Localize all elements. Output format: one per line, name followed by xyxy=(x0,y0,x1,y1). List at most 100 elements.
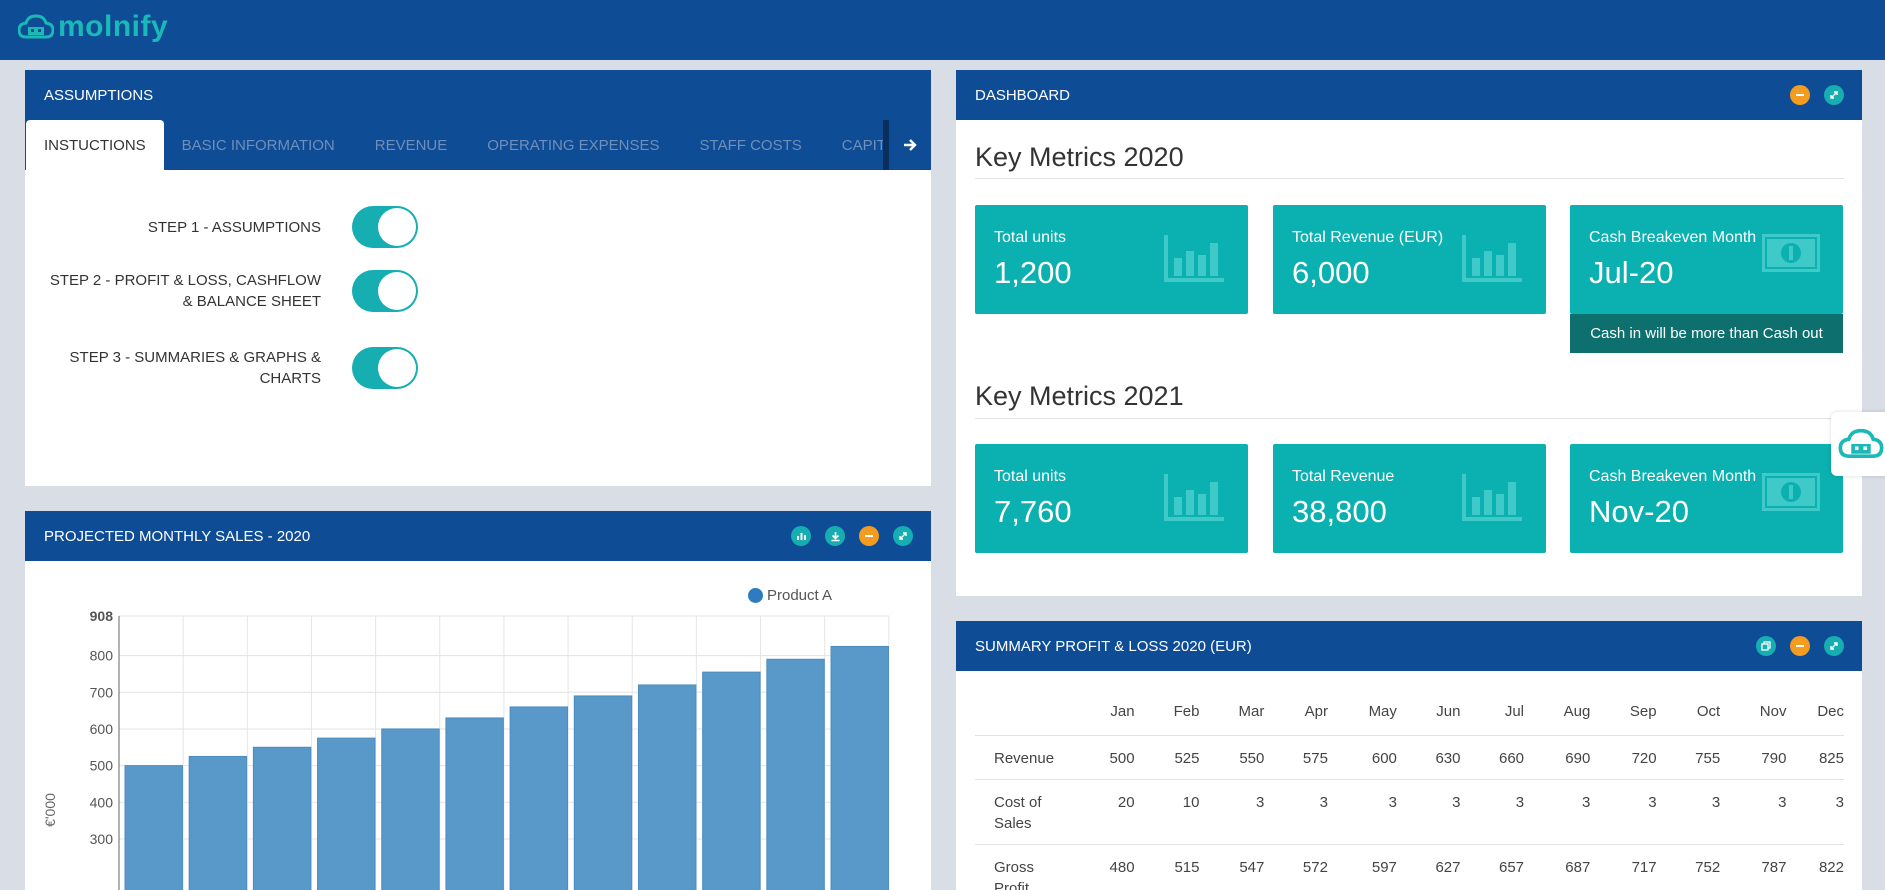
bar-chart-icon xyxy=(1462,235,1522,282)
step-3-label-line2: CHARTS xyxy=(259,370,321,387)
pl-table: Jan Feb Mar Apr May Jun Jul Aug Sep Oct … xyxy=(975,689,1844,890)
minimize-button[interactable] xyxy=(1790,636,1810,656)
tab-label: OPERATING EXPENSES xyxy=(487,136,660,154)
molnify-side-button[interactable] xyxy=(1831,412,1885,476)
table-cell: 575 xyxy=(1278,734,1342,779)
table-cell: 600 xyxy=(1341,734,1411,779)
metric-label: Total units xyxy=(994,468,1067,485)
bar-jan[interactable] xyxy=(124,765,183,890)
copy-button[interactable] xyxy=(1756,636,1776,656)
y-tick-label: 500 xyxy=(90,758,114,774)
table-cell: 3 xyxy=(1213,778,1279,844)
dashboard-controls xyxy=(1790,85,1844,105)
table-cell: 687 xyxy=(1538,843,1605,890)
app-logo[interactable]: molnify xyxy=(18,10,168,44)
bar-may[interactable] xyxy=(381,728,440,890)
row-label: Revenue xyxy=(975,734,1085,779)
table-cell: 717 xyxy=(1604,843,1671,890)
bar-aug[interactable] xyxy=(573,695,633,890)
bar-chart-icon xyxy=(1462,474,1522,521)
y-tick-label: 300 xyxy=(90,831,114,847)
step-2-toggle[interactable] xyxy=(352,270,418,312)
bar-sep[interactable] xyxy=(637,684,697,890)
minus-icon xyxy=(865,535,873,537)
step-1-label: STEP 1 - ASSUMPTIONS xyxy=(25,217,321,238)
divider xyxy=(975,178,1844,179)
tab-basic-information[interactable]: BASIC INFORMATION xyxy=(164,120,353,170)
tab-instructions[interactable]: INSTUCTIONS xyxy=(26,120,164,170)
table-row: Revenue 500 525 550 575 600 630 660 690 720 755 790… xyxy=(975,734,1844,779)
row-label-line1: Gross xyxy=(994,858,1035,876)
step-row-2: STEP 2 - PROFIT & LOSS, CASHFLOW & BALAN… xyxy=(25,270,915,312)
metric-card-total-units-2021: Total units 7,760 xyxy=(975,444,1248,553)
money-icon xyxy=(1762,234,1820,272)
table-cell: 3 xyxy=(1538,778,1605,844)
metric-label: Cash Breakeven Month xyxy=(1589,468,1757,485)
row-label-line2: Profit xyxy=(994,879,1030,890)
tab-operating-expenses[interactable]: OPERATING EXPENSES xyxy=(469,120,677,170)
column-header: Jul xyxy=(1504,703,1525,721)
row-label: Gross Profit xyxy=(975,843,1085,890)
bar-chart-icon xyxy=(796,533,806,540)
column-header: Jun xyxy=(1436,703,1461,721)
column-header: Nov xyxy=(1759,703,1787,721)
table-cell: 10 xyxy=(1148,778,1214,844)
tab-label: REVENUE xyxy=(374,136,448,154)
minimize-button[interactable] xyxy=(1790,85,1810,105)
step-1-label-line1: STEP 1 - ASSUMPTIONS xyxy=(147,218,321,236)
step-row-1: STEP 1 - ASSUMPTIONS xyxy=(25,206,915,248)
dashboard-title: DASHBOARD xyxy=(975,86,1071,104)
step-row-3: STEP 3 - SUMMARIES & GRAPHS & CHARTS xyxy=(25,347,915,389)
expand-button[interactable] xyxy=(1824,85,1844,105)
chart-view-button[interactable] xyxy=(791,526,811,546)
download-icon xyxy=(831,531,839,541)
metric-card-cash-breakeven-2021: Cash Breakeven Month Nov-20 xyxy=(1570,444,1843,553)
bar-jul[interactable] xyxy=(509,706,569,890)
expand-icon xyxy=(1830,642,1838,650)
row-label-line1: Revenue xyxy=(994,749,1055,767)
table-cell: 3 xyxy=(1410,778,1475,844)
sales-bar-chart: 908 800 700 600 500 400 300 €'000 xyxy=(42,608,890,890)
expand-button[interactable] xyxy=(1824,636,1844,656)
assumptions-tabs: INSTUCTIONS BASIC INFORMATION REVENUE OP… xyxy=(25,120,931,170)
assumptions-panel: ASSUMPTIONS INSTUCTIONS BASIC INFORMATIO… xyxy=(25,70,931,486)
chart-legend[interactable]: Product A xyxy=(748,587,832,604)
expand-button[interactable] xyxy=(893,526,913,546)
tab-staff-costs[interactable]: STAFF COSTS xyxy=(678,120,824,170)
step-3-label: STEP 3 - SUMMARIES & GRAPHS & CHARTS xyxy=(25,347,321,389)
table-cell: 825 xyxy=(1800,734,1844,779)
bar-jun[interactable] xyxy=(445,717,504,890)
tabs-scroll-right-button[interactable] xyxy=(883,120,931,170)
minimize-button[interactable] xyxy=(859,526,879,546)
y-axis-label: €'000 xyxy=(42,793,58,827)
table-cell: 547 xyxy=(1213,843,1279,890)
column-header: Apr xyxy=(1304,703,1328,721)
dashboard-header: DASHBOARD xyxy=(956,70,1862,120)
metric-card-cash-breakeven-2020: Cash Breakeven Month Jul-20 Cash in will… xyxy=(1570,205,1843,353)
step-2-label-line1: STEP 2 - PROFIT & LOSS, CASHFLOW xyxy=(49,272,321,289)
tab-label: STAFF COSTS xyxy=(699,136,802,154)
bar-oct[interactable] xyxy=(702,671,761,890)
divider xyxy=(975,418,1844,419)
copy-icon xyxy=(1761,641,1771,651)
column-header: May xyxy=(1368,703,1397,721)
row-label-line1: Cost of xyxy=(994,793,1042,811)
y-tick-label: 600 xyxy=(90,721,114,737)
bar-feb[interactable] xyxy=(188,755,248,890)
table-cell: 752 xyxy=(1670,843,1735,890)
bar-nov[interactable] xyxy=(766,658,825,890)
pl-panel: SUMMARY PROFIT & LOSS 2020 (EUR) Jan Feb… xyxy=(956,621,1862,890)
table-cell: 3 xyxy=(1670,778,1735,844)
table-cell: 3 xyxy=(1734,778,1801,844)
table-cell: 790 xyxy=(1734,734,1801,779)
tab-revenue[interactable]: REVENUE xyxy=(353,120,470,170)
bar-dec[interactable] xyxy=(830,645,889,890)
step-3-toggle[interactable] xyxy=(352,347,418,389)
toggle-knob xyxy=(378,208,416,246)
expand-icon xyxy=(1830,91,1838,99)
step-1-toggle[interactable] xyxy=(352,206,418,248)
bar-mar[interactable] xyxy=(252,746,312,890)
download-button[interactable] xyxy=(825,526,845,546)
bar-apr[interactable] xyxy=(317,737,376,890)
metric-value: Nov-20 xyxy=(1589,494,1689,529)
